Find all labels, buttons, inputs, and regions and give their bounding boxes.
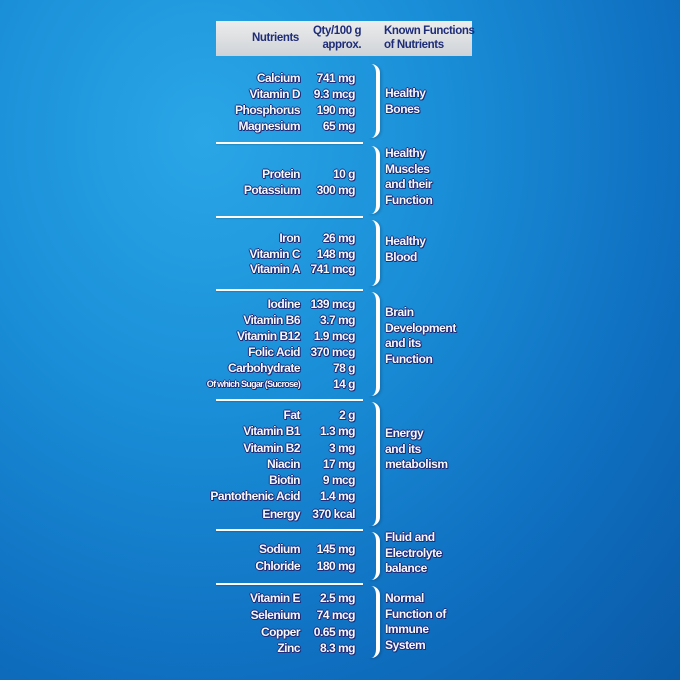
function-label: balance <box>385 561 427 575</box>
header-qty-line1: Qty/100 g <box>313 25 362 37</box>
function-label: Energy <box>385 426 424 440</box>
nutrient-name: Zinc <box>277 641 300 655</box>
nutrient-name: Pantothenic Acid <box>210 489 300 503</box>
nutrient-name: Biotin <box>269 473 301 487</box>
function-label: Healthy <box>385 86 426 100</box>
group-bracket <box>368 64 380 138</box>
function-label: Bones <box>385 101 420 116</box>
nutrient-qty: 8.3 mg <box>319 641 356 655</box>
function-label: Immune <box>385 622 429 636</box>
function-label: Development <box>385 320 456 335</box>
function-label: Function <box>385 351 433 366</box>
nutrient-qty: 14 g <box>332 377 356 391</box>
header-nutrients: Nutrients <box>252 32 299 44</box>
group-bracket <box>368 532 380 580</box>
function-label: and its <box>385 336 421 350</box>
nutrient-qty: 741 mcg <box>310 262 355 276</box>
function-label: Function <box>385 192 433 207</box>
nutrient-name: Sodium <box>259 542 301 556</box>
nutrient-qty: 26 mg <box>322 231 356 245</box>
nutrient-name: Calcium <box>256 71 301 85</box>
nutrient-name: Fat <box>283 408 301 422</box>
nutrient-qty: 300 mg <box>316 183 356 197</box>
nutrient-qty: 2.5 mg <box>319 591 356 605</box>
group-bracket <box>368 402 380 526</box>
nutrient-name: Of which Sugar (Sucrose) <box>206 379 301 389</box>
nutrient-name: Potassium <box>243 183 301 197</box>
group-divider <box>216 583 363 585</box>
function-label: metabolism <box>385 457 448 471</box>
nutrient-name: Copper <box>261 625 301 639</box>
nutrient-name: Vitamin A <box>249 262 301 276</box>
nutrient-name: Niacin <box>266 457 301 471</box>
nutrient-name: Vitamin B12 <box>237 329 300 343</box>
nutrient-qty: 1.3 mg <box>319 424 356 438</box>
nutrient-name: Chloride <box>255 559 300 573</box>
group-bracket <box>368 220 380 286</box>
nutrient-name: Vitamin B1 <box>243 424 300 438</box>
nutrient-name: Vitamin C <box>249 247 300 261</box>
nutrient-qty: 145 mg <box>316 542 356 556</box>
nutrient-qty: 78 g <box>332 361 356 375</box>
group-divider <box>216 529 363 531</box>
nutrient-qty: 3 mg <box>328 441 356 455</box>
nutrient-qty: 370 mcg <box>310 345 355 359</box>
nutrient-name: Energy <box>262 507 300 521</box>
nutrient-qty: 180 mg <box>316 559 356 573</box>
nutrient-qty: 148 mg <box>316 247 356 261</box>
nutrient-qty: 370 kcal <box>312 507 355 521</box>
function-label: Muscles <box>385 161 430 176</box>
group-bracket <box>368 586 380 658</box>
function-label: Healthy <box>385 146 426 160</box>
table-header: Nutrients Qty/100 g approx. Known Functi… <box>216 21 475 56</box>
nutrient-qty: 190 mg <box>316 103 356 117</box>
nutrient-qty: 65 mg <box>322 119 356 133</box>
nutrient-name: Iron <box>279 231 300 245</box>
function-label: Function of <box>385 606 446 621</box>
nutrient-name: Iodine <box>267 297 301 311</box>
nutrient-name: Selenium <box>250 608 301 622</box>
header-functions: Known Functions of Nutrients <box>384 24 475 52</box>
function-label: and its <box>385 441 421 456</box>
nutrient-qty: 3.7 mg <box>319 313 356 327</box>
header-qty-line2: approx. <box>322 39 362 51</box>
nutrient-qty: 9.3 mcg <box>313 87 356 101</box>
nutrient-name: Carbohydrate <box>227 361 301 375</box>
nutrient-qty: 74 mcg <box>316 608 356 622</box>
function-label: Electrolyte <box>385 545 442 560</box>
group-divider <box>216 399 363 401</box>
function-label: and their <box>385 177 433 191</box>
group-bracket <box>368 292 380 396</box>
nutrient-name: Folic Acid <box>248 345 300 359</box>
nutrient-name: Vitamin D <box>249 87 300 101</box>
function-label: Blood <box>385 249 417 264</box>
nutrient-qty: 1.4 mg <box>319 489 356 503</box>
header-functions-line2: of Nutrients <box>384 39 444 51</box>
nutrient-qty: 139 mcg <box>310 297 355 311</box>
group-divider <box>216 216 363 218</box>
group-bracket <box>368 146 380 214</box>
nutrient-qty: 9 mcg <box>322 473 356 487</box>
nutrient-name: Magnesium <box>238 119 300 133</box>
nutrient-name: Vitamin B6 <box>243 313 300 327</box>
function-label: System <box>385 637 426 652</box>
function-label: Fluid and <box>385 530 435 544</box>
nutrient-qty: 17 mg <box>322 457 356 471</box>
nutrient-qty: 0.65 mg <box>313 625 356 639</box>
nutrient-qty: 10 g <box>332 167 356 181</box>
nutrient-name: Vitamin E <box>250 591 300 605</box>
function-label: Healthy <box>385 234 426 248</box>
group-divider <box>216 289 363 291</box>
group-divider <box>216 142 363 144</box>
function-label: Brain <box>385 305 414 319</box>
nutrient-name: Phosphorus <box>234 103 301 117</box>
nutrient-qty: 741 mg <box>316 71 356 85</box>
nutrient-qty: 2 g <box>339 408 355 422</box>
nutrient-qty: 1.9 mcg <box>313 329 356 343</box>
nutrient-name: Protein <box>262 167 300 181</box>
nutrient-name: Vitamin B2 <box>243 441 300 455</box>
header-qty: Qty/100 g approx. <box>313 24 362 52</box>
function-label: Normal <box>385 591 424 605</box>
header-functions-line1: Known Functions <box>384 25 475 37</box>
